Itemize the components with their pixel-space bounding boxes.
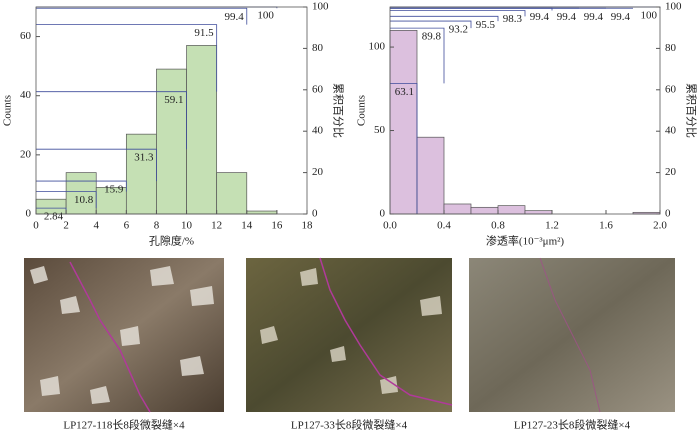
x-tick-label: 16 xyxy=(271,220,283,232)
cumulative-label: 99.4 xyxy=(225,11,245,23)
bar xyxy=(95,187,127,215)
cumulative-label: 99.4 xyxy=(584,11,604,23)
x-tick-label: 2.0 xyxy=(653,220,667,232)
y2-tick-label: 60 xyxy=(312,83,324,95)
y2-tick-label: 20 xyxy=(665,166,677,178)
x-tick-label: 0.4 xyxy=(437,220,451,232)
cumulative-label: 99.4 xyxy=(611,11,631,23)
cumulative-label: 10.8 xyxy=(74,194,94,206)
bar xyxy=(416,136,445,215)
y2-tick-label: 40 xyxy=(665,125,677,137)
x-tick-label: 1.2 xyxy=(545,220,559,232)
x-axis-label: 渗透率(10⁻³μm²) xyxy=(486,234,565,248)
y-axis-label: Counts xyxy=(2,95,14,126)
y-tick-label: 40 xyxy=(20,89,32,101)
bar xyxy=(216,172,248,215)
bar xyxy=(156,68,187,215)
cumulative-label: 91.5 xyxy=(194,27,214,39)
y-tick-label: 60 xyxy=(20,30,32,42)
y-tick-label: 50 xyxy=(374,124,386,136)
cumulative-label: 99.4 xyxy=(557,11,577,23)
y2-tick-label: 80 xyxy=(312,42,324,54)
y2-tick-label: 0 xyxy=(665,208,671,220)
x-tick-label: 12 xyxy=(211,220,222,232)
cumulative-label: 98.3 xyxy=(503,13,523,25)
bar xyxy=(470,206,499,215)
cumulative-label: 99.4 xyxy=(530,11,550,23)
figure-caption: LP127-23长8段微裂缝×4 xyxy=(514,418,631,432)
cumulative-label: 2.84 xyxy=(44,211,64,223)
cumulative-label: 93.2 xyxy=(449,24,468,36)
x-axis-label: 孔隙度/% xyxy=(149,234,194,248)
plot-frame xyxy=(35,6,308,215)
figure-caption: LP127-33长8段微裂缝×4 xyxy=(291,418,408,432)
y2-tick-label: 0 xyxy=(312,208,318,220)
y2-axis-label: 累积百分比 xyxy=(331,83,344,138)
x-tick-label: 2 xyxy=(63,220,69,232)
y2-tick-label: 80 xyxy=(665,42,677,54)
x-tick-label: 18 xyxy=(302,220,314,232)
cumulative-step xyxy=(36,24,218,92)
cumulative-step xyxy=(390,20,472,29)
y2-axis-label: 累积百分比 xyxy=(684,83,697,138)
cumulative-step xyxy=(36,91,187,150)
y2-tick-label: 100 xyxy=(665,1,682,13)
bar xyxy=(246,210,278,215)
cumulative-step xyxy=(36,148,157,182)
cumulative-label: 31.3 xyxy=(134,152,154,164)
y2-tick-label: 100 xyxy=(312,1,329,13)
cumulative-step xyxy=(36,7,248,25)
x-tick-label: 10 xyxy=(181,220,193,232)
cumulative-label: 95.5 xyxy=(476,19,496,31)
y2-tick-label: 40 xyxy=(312,125,324,137)
cumulative-label: 100 xyxy=(257,10,274,22)
cumulative-label: 89.8 xyxy=(422,31,442,43)
x-tick-label: 4 xyxy=(93,220,99,232)
x-tick-label: 0.0 xyxy=(383,220,397,232)
bar xyxy=(125,133,157,215)
micrograph-1 xyxy=(24,258,224,413)
y-tick-label: 20 xyxy=(20,148,32,160)
x-tick-label: 1.6 xyxy=(599,220,613,232)
bar xyxy=(524,210,553,215)
cumulative-step xyxy=(36,180,127,192)
cumulative-label: 15.9 xyxy=(104,184,124,196)
cumulative-label: 100 xyxy=(641,10,658,22)
y-tick-label: 0 xyxy=(380,208,386,220)
cumulative-step xyxy=(36,191,97,209)
plot-frame xyxy=(389,6,661,215)
cumulative-label: 59.1 xyxy=(164,94,183,106)
y2-tick-label: 20 xyxy=(312,166,324,178)
x-tick-label: 0.8 xyxy=(491,220,505,232)
y-axis-label: Counts xyxy=(356,95,368,126)
cumulative-step xyxy=(390,82,418,214)
x-tick-label: 0 xyxy=(33,220,39,232)
x-tick-label: 6 xyxy=(124,220,130,232)
figure-caption: LP127-118长8段微裂缝×4 xyxy=(63,418,185,432)
cumulative-label: 63.1 xyxy=(395,86,414,98)
cumulative-step xyxy=(390,10,526,17)
x-tick-label: 8 xyxy=(154,220,160,232)
bar xyxy=(497,205,526,215)
cumulative-step xyxy=(390,27,445,84)
bar xyxy=(389,30,418,215)
micrograph-3 xyxy=(469,257,675,413)
bar xyxy=(443,203,472,215)
y-tick-label: 100 xyxy=(369,41,386,53)
cumulative-step xyxy=(390,15,499,22)
y-tick-label: 0 xyxy=(26,208,32,220)
micrograph-2 xyxy=(246,257,453,412)
y2-tick-label: 60 xyxy=(665,83,677,95)
bar xyxy=(65,172,97,215)
x-tick-label: 14 xyxy=(241,220,253,232)
bar xyxy=(186,45,218,215)
